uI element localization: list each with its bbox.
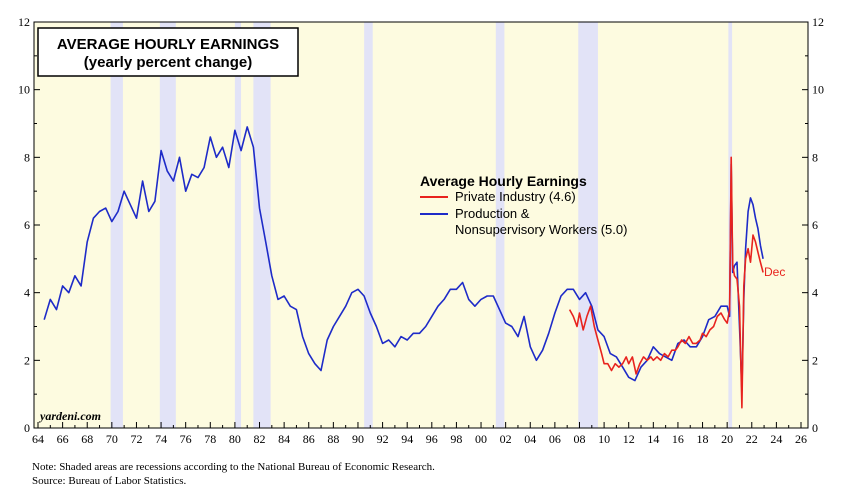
x-tick-label: 20 [721, 432, 733, 446]
y-tick-label-right: 12 [812, 15, 824, 29]
x-tick-label: 82 [254, 432, 266, 446]
x-tick-label: 90 [352, 432, 364, 446]
x-tick-label: 14 [647, 432, 659, 446]
x-tick-label: 74 [155, 432, 167, 446]
series-layer [43, 126, 764, 409]
recession-band [110, 22, 123, 428]
y-tick-label-left: 8 [24, 150, 30, 164]
x-tick-label: 86 [303, 432, 315, 446]
y-tick-label-right: 2 [812, 353, 818, 367]
chart-subtitle: (yearly percent change) [84, 54, 252, 71]
y-tick-label-left: 12 [18, 15, 30, 29]
y-tick-label-left: 2 [24, 353, 30, 367]
y-tick-label-right: 6 [812, 218, 818, 232]
y-tick-label-left: 10 [18, 83, 30, 97]
end-label: Dec [764, 265, 785, 279]
x-tick-label: 68 [81, 432, 93, 446]
y-tick-label-left: 4 [24, 286, 30, 300]
recession-band [364, 22, 373, 428]
x-tick-label: 84 [278, 432, 290, 446]
x-tick-label: 98 [450, 432, 462, 446]
legend-label-production: Production & Nonsupervisory Workers (5.0) [455, 206, 627, 237]
recession-bands [110, 22, 733, 428]
x-tick-label: 94 [401, 432, 413, 446]
y-tick-label-right: 10 [812, 83, 824, 97]
x-tick-label: 80 [229, 432, 241, 446]
x-tick-label: 18 [697, 432, 709, 446]
title-box: AVERAGE HOURLY EARNINGS (yearly percent … [37, 27, 299, 77]
recession-band [159, 22, 176, 428]
plot-background [34, 22, 808, 428]
x-tick-label: 00 [475, 432, 487, 446]
x-tick-label: 64 [32, 432, 44, 446]
y-tick-label-right: 4 [812, 286, 818, 300]
legend-label-private: Private Industry (4.6) [455, 189, 576, 204]
note-recessions: Note: Shaded areas are recessions accord… [32, 461, 435, 473]
x-tick-label: 66 [57, 432, 69, 446]
y-tick-label-left: 0 [24, 421, 30, 435]
series-line-production-workers [43, 126, 764, 392]
legend-title: Average Hourly Earnings [420, 173, 587, 189]
legend: Average Hourly Earnings Private Industry… [420, 173, 627, 237]
x-tick-label: 92 [377, 432, 389, 446]
x-tick-label: 08 [573, 432, 585, 446]
x-tick-label: 12 [623, 432, 635, 446]
recession-band [234, 22, 242, 428]
x-tick-label: 72 [130, 432, 142, 446]
x-tick-label: 96 [426, 432, 438, 446]
x-tick-label: 24 [770, 432, 782, 446]
recession-band [495, 22, 505, 428]
x-tick-label: 16 [672, 432, 684, 446]
x-tick-label: 10 [598, 432, 610, 446]
x-tick-label: 22 [746, 432, 758, 446]
plot-frame [33, 21, 809, 429]
x-tick-label: 88 [327, 432, 339, 446]
note-source: Source: Bureau of Labor Statistics. [32, 475, 187, 487]
series-line-private-industry [568, 156, 764, 409]
x-tick-label: 02 [500, 432, 512, 446]
watermark: yardeni.com [38, 409, 101, 423]
y-tick-label-left: 6 [24, 218, 30, 232]
y-tick-label-right: 0 [812, 421, 818, 435]
y-tick-label-right: 8 [812, 150, 818, 164]
x-tick-label: 70 [106, 432, 118, 446]
x-tick-label: 06 [549, 432, 561, 446]
x-tick-label: 26 [795, 432, 807, 446]
x-tick-label: 76 [180, 432, 192, 446]
chart-title: AVERAGE HOURLY EARNINGS [57, 36, 279, 53]
x-tick-label: 78 [204, 432, 216, 446]
x-tick-label: 04 [524, 432, 536, 446]
